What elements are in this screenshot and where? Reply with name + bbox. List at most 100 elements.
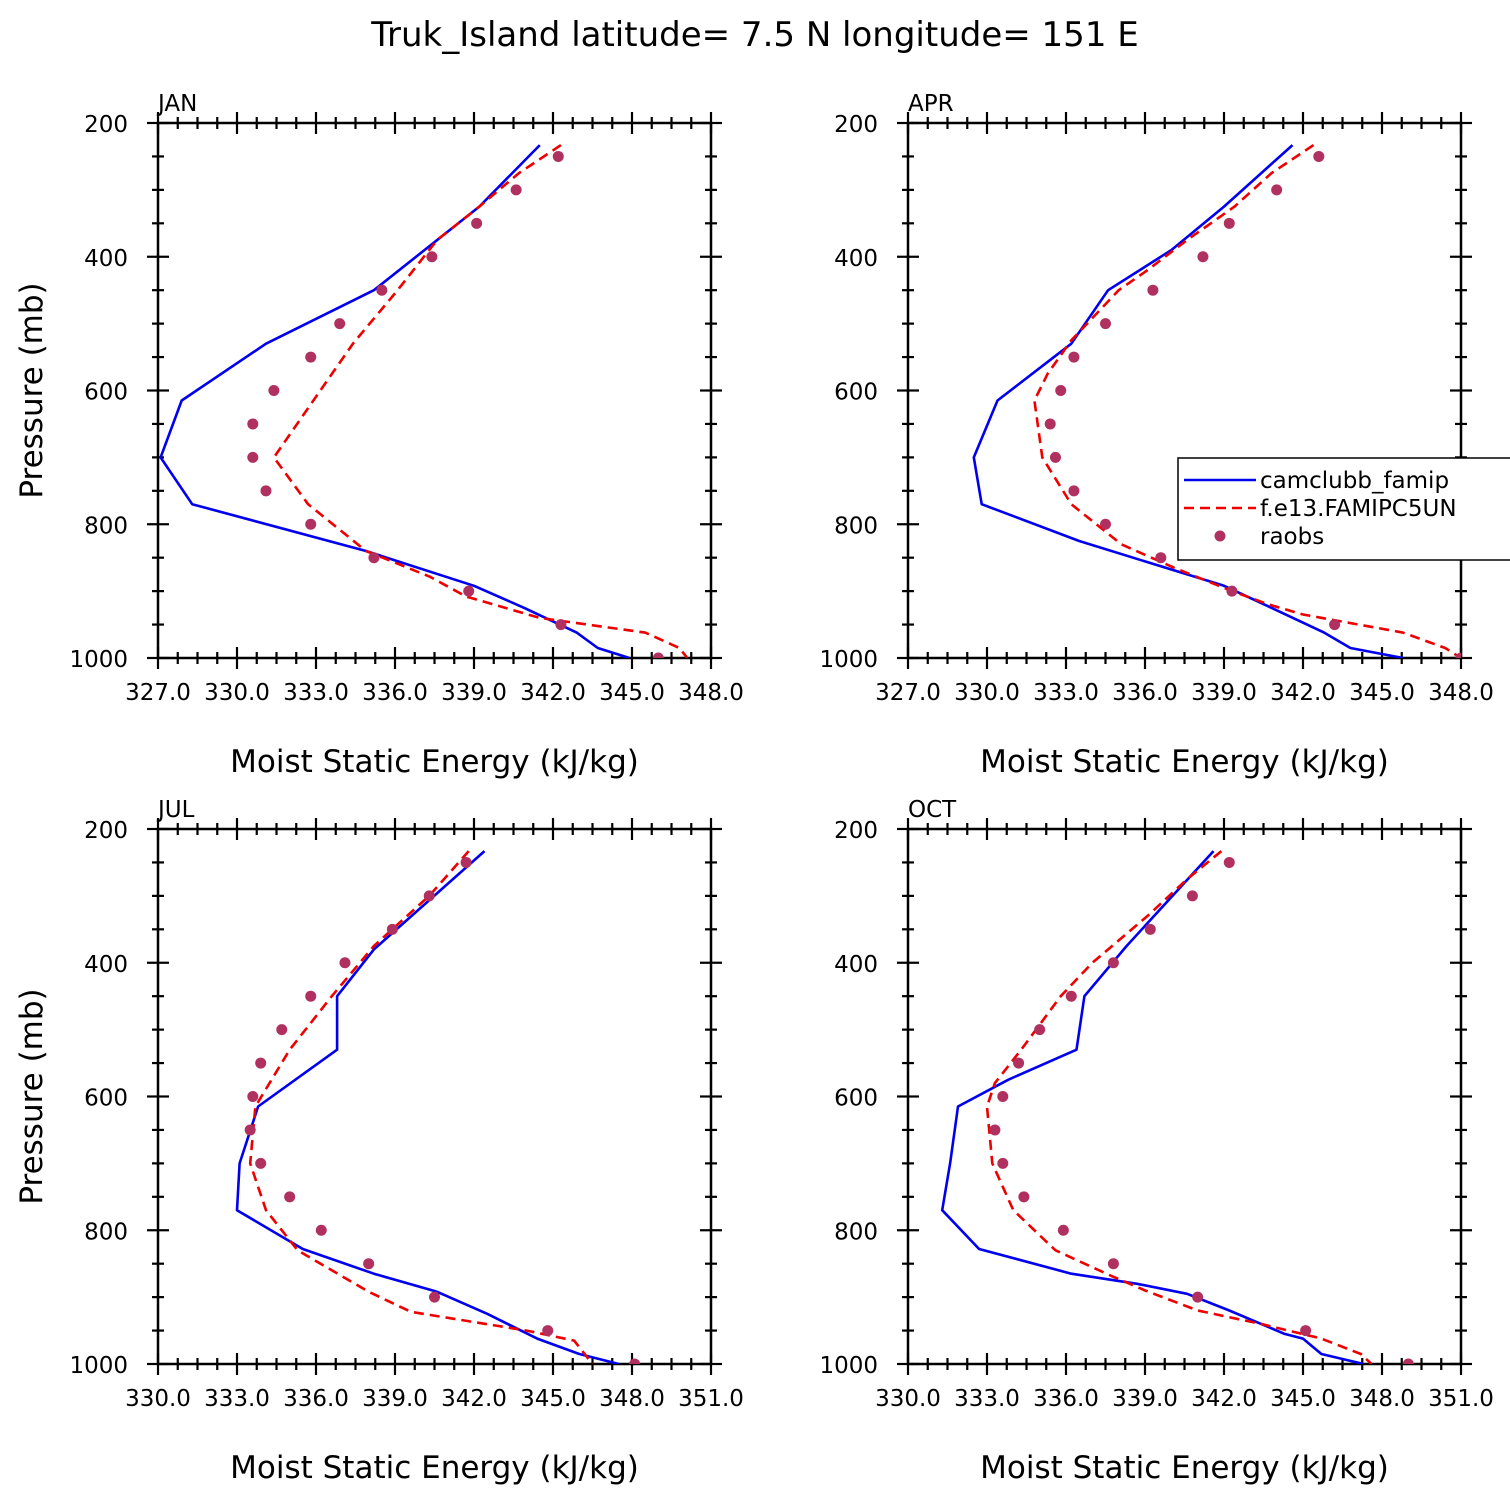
panel-oct: OCT 330.0 333.0 336.0 339.0 342.0 345.0 348.0 35… xyxy=(819,797,1493,1486)
x-tick-label: 336.0 xyxy=(1112,680,1178,706)
raobs-point xyxy=(1147,284,1159,296)
raobs-point xyxy=(1313,150,1325,162)
x-tick-label: 339.0 xyxy=(1112,1386,1178,1412)
plot-frame xyxy=(156,121,713,660)
raobs-point xyxy=(997,1157,1009,1169)
raobs-point xyxy=(1192,1291,1204,1303)
raobs-point xyxy=(1186,890,1198,902)
figure-title: Truk_Island latitude= 7.5 N longitude= 1… xyxy=(370,15,1139,55)
raobs-point xyxy=(315,1224,327,1236)
x-tick-label: 336.0 xyxy=(1033,1386,1099,1412)
raobs-point xyxy=(552,150,564,162)
raobs-point xyxy=(334,318,346,330)
x-tick-label: 345.0 xyxy=(599,680,665,706)
raobs-point xyxy=(368,552,380,564)
raobs-point xyxy=(542,1325,554,1337)
y-tick-label: 1000 xyxy=(69,647,128,673)
raobs-point xyxy=(1226,585,1238,597)
x-tick-label: 342.0 xyxy=(1270,680,1336,706)
raobs-point xyxy=(1013,1057,1025,1069)
camclubb-line xyxy=(940,850,1364,1364)
raobs-point xyxy=(339,957,351,969)
x-tick-label: 351.0 xyxy=(678,1386,744,1412)
x-tick-label: 336.0 xyxy=(362,680,428,706)
x-axis-title: Moist Static Energy (kJ/kg) xyxy=(230,744,639,780)
x-axis-title: Moist Static Energy (kJ/kg) xyxy=(980,744,1389,780)
panel-title: OCT xyxy=(908,797,957,823)
x-axis-title: Moist Static Energy (kJ/kg) xyxy=(980,1450,1389,1486)
raobs-point xyxy=(268,385,280,396)
raobs-point xyxy=(255,1157,267,1169)
y-tick-label: 600 xyxy=(834,380,878,406)
raobs-point xyxy=(1155,552,1167,564)
y-tick-label: 800 xyxy=(84,1219,128,1245)
raobs-point xyxy=(376,284,388,296)
y-tick-label: 600 xyxy=(834,1086,878,1112)
x-tick-label: 339.0 xyxy=(441,680,507,706)
raobs-point xyxy=(989,1124,1001,1136)
raobs-point xyxy=(629,1358,641,1364)
y-tick-label: 1000 xyxy=(819,647,878,673)
x-tick-label: 342.0 xyxy=(1191,1386,1257,1412)
x-tick-label: 351.0 xyxy=(1428,1386,1494,1412)
raobs-point xyxy=(1100,518,1111,530)
raobs-point xyxy=(284,1191,296,1203)
panel-title: JUL xyxy=(156,797,195,823)
fe13-line xyxy=(985,850,1373,1364)
raobs-point xyxy=(1223,856,1235,868)
fe13-line xyxy=(272,144,689,658)
x-tick-label: 333.0 xyxy=(283,680,349,706)
camclubb-line xyxy=(159,144,630,658)
series-group xyxy=(159,144,689,658)
x-tick-label: 333.0 xyxy=(204,1386,270,1412)
raobs-point xyxy=(1055,385,1067,396)
x-tick-label: 348.0 xyxy=(1349,1386,1415,1412)
x-tick-label: 330.0 xyxy=(204,680,270,706)
legend-camclubb-label: camclubb_famip xyxy=(1260,468,1449,494)
x-tick-label: 342.0 xyxy=(441,1386,507,1412)
x-tick-label: 330.0 xyxy=(125,1386,191,1412)
y-tick-label: 200 xyxy=(834,818,878,844)
camclubb-line xyxy=(972,144,1404,658)
x-tick-label: 333.0 xyxy=(1033,680,1099,706)
y-tick-label: 1000 xyxy=(69,1353,128,1379)
raobs-point xyxy=(247,1091,259,1102)
raobs-point xyxy=(997,1091,1009,1102)
raobs-point xyxy=(276,1024,288,1036)
raobs-point xyxy=(247,451,259,463)
y-tick-label: 400 xyxy=(834,246,878,272)
y-tick-label: 400 xyxy=(84,246,128,272)
raobs-point xyxy=(1107,1258,1119,1270)
raobs-point xyxy=(1455,652,1461,658)
x-tick-label: 330.0 xyxy=(954,680,1020,706)
y-tick-label: 800 xyxy=(84,513,128,539)
x-tick-label: 339.0 xyxy=(1191,680,1257,706)
legend-raobs-swatch xyxy=(1214,530,1226,542)
series-group xyxy=(940,850,1414,1364)
panel-jul: JUL 330.0 333.0 336.0 339.0 342.0 345.0 348.0 35… xyxy=(14,797,744,1486)
raobs-point xyxy=(429,1291,440,1303)
raobs-point xyxy=(1402,1358,1414,1364)
raobs-point xyxy=(1329,619,1341,631)
x-tick-label: 333.0 xyxy=(954,1386,1020,1412)
legend-raobs-label: raobs xyxy=(1260,524,1324,550)
x-tick-label: 336.0 xyxy=(283,1386,349,1412)
x-tick-label: 339.0 xyxy=(362,1386,428,1412)
x-tick-label: 348.0 xyxy=(599,1386,665,1412)
x-tick-label: 348.0 xyxy=(678,680,744,706)
raobs-point xyxy=(305,518,317,530)
raobs-point xyxy=(386,923,398,935)
x-tick-label: 330.0 xyxy=(875,1386,941,1412)
panel-title: JAN xyxy=(156,91,197,117)
raobs-point xyxy=(510,184,522,196)
series-group xyxy=(972,144,1461,658)
y-tick-label: 600 xyxy=(84,1086,128,1112)
y-tick-label: 600 xyxy=(84,380,128,406)
fe13-line xyxy=(1033,144,1461,658)
raobs-point xyxy=(1049,451,1061,463)
x-tick-label: 348.0 xyxy=(1428,680,1494,706)
raobs-point xyxy=(471,217,483,229)
y-tick-label: 400 xyxy=(834,952,878,978)
raobs-point xyxy=(363,1258,375,1270)
